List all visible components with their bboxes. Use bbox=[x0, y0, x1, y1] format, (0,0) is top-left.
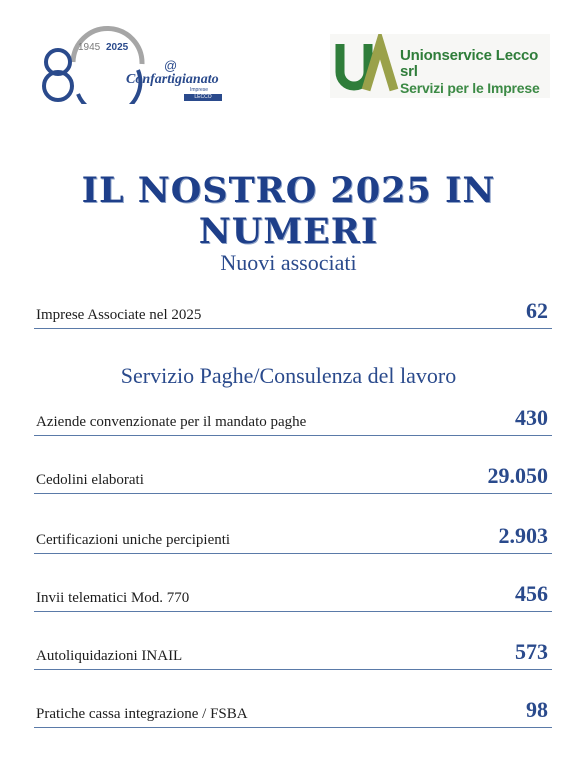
stat-value: 430 bbox=[515, 405, 548, 430]
unionservice-tagline: Servizi per le Imprese bbox=[400, 80, 540, 96]
stat-row: Autoliquidazioni INAIL 573 bbox=[34, 639, 552, 670]
logo-sub1: Imprese bbox=[190, 87, 209, 93]
logo-sub2: LECCO bbox=[184, 94, 222, 101]
stat-row: Certificazioni uniche percipienti 2.903 bbox=[34, 523, 552, 554]
stat-label: Certificazioni uniche percipienti bbox=[36, 532, 231, 548]
logo-brand: Confartigianato bbox=[126, 72, 219, 87]
stat-row: Pratiche cassa integrazione / FSBA 98 bbox=[34, 697, 552, 728]
stat-value: 456 bbox=[515, 581, 548, 606]
unionservice-name: Unionservice Lecco srl bbox=[400, 47, 539, 80]
stat-label: Autoliquidazioni INAIL bbox=[36, 648, 183, 664]
stat-row: Aziende convenzionate per il mandato pag… bbox=[34, 405, 552, 436]
logo-year-start: 1945 bbox=[78, 42, 101, 53]
stat-label: Cedolini elaborati bbox=[36, 472, 144, 488]
stat-value: 2.903 bbox=[498, 523, 549, 548]
logo-year-end: 2025 bbox=[106, 42, 129, 53]
confartigianato-logo: 1945 2025 @ Confartigianato Imprese LECC… bbox=[38, 24, 228, 117]
section-title-servizio-paghe: Servizio Paghe/Consulenza del lavoro bbox=[120, 363, 457, 388]
stat-row: Cedolini elaborati 29.050 bbox=[34, 463, 552, 494]
stat-value: 29.050 bbox=[487, 463, 549, 488]
logo-at-icon: @ bbox=[164, 58, 178, 73]
stat-row: Invii telematici Mod. 770 456 bbox=[34, 581, 552, 612]
stat-value: 573 bbox=[515, 639, 548, 664]
stat-label: Aziende convenzionate per il mandato pag… bbox=[36, 414, 307, 430]
unionservice-logo: Unionservice Lecco srl Servizi per le Im… bbox=[330, 34, 550, 98]
page-title: IL NOSTRO 2025 IN NUMERI bbox=[81, 170, 496, 252]
stat-row: Imprese Associate nel 2025 62 bbox=[34, 298, 552, 329]
unionservice-text: Unionservice Lecco srl Servizi per le Im… bbox=[400, 47, 550, 97]
stat-label: Imprese Associate nel 2025 bbox=[36, 307, 202, 323]
ua-mark-icon bbox=[335, 34, 399, 92]
stat-value: 98 bbox=[526, 697, 548, 722]
stat-value: 62 bbox=[526, 298, 548, 323]
section-title-nuovi-associati: Nuovi associati bbox=[220, 250, 357, 275]
stat-label: Pratiche cassa integrazione / FSBA bbox=[36, 706, 248, 722]
stat-label: Invii telematici Mod. 770 bbox=[36, 590, 190, 606]
